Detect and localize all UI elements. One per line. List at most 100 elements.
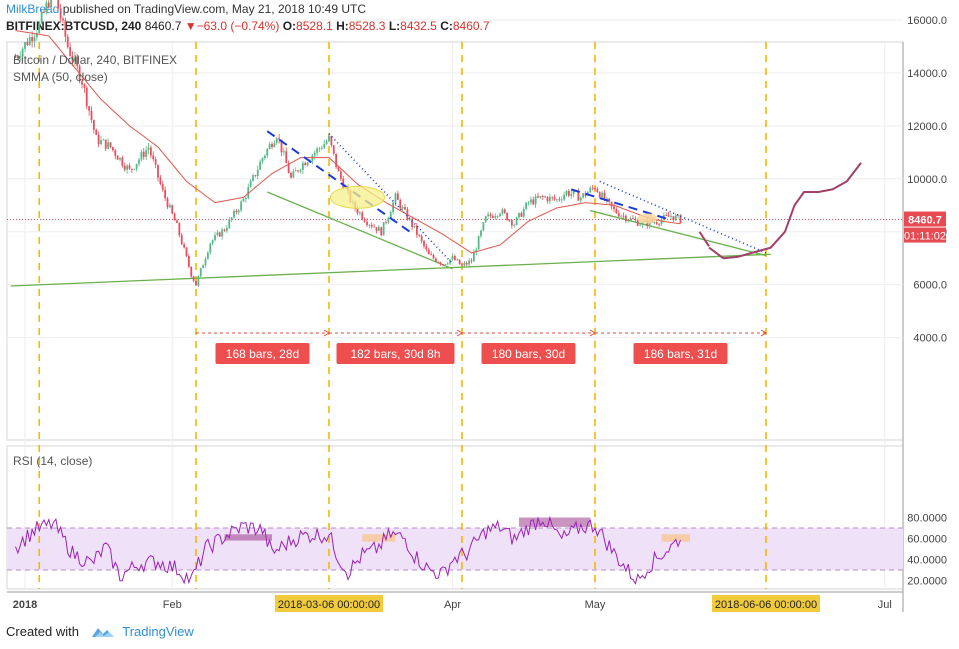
blue-dashed-trendline: [266, 130, 411, 233]
candle-body: [613, 206, 615, 210]
change-value: ▼−63.0 (−0.74%): [184, 19, 280, 33]
candle-body: [126, 165, 129, 170]
candle-body: [458, 259, 461, 265]
candle-body: [280, 139, 283, 153]
candle-body: [261, 157, 264, 162]
candle-body: [653, 222, 656, 223]
candle-body: [449, 259, 452, 264]
candle-body: [304, 163, 307, 166]
candle-body: [558, 199, 561, 201]
candle-body: [570, 194, 573, 196]
candle-body: [553, 197, 556, 200]
candle-body: [382, 222, 385, 236]
candle-body: [249, 180, 252, 188]
candle-body: [171, 205, 174, 214]
candle-body: [185, 247, 188, 257]
candle-body: [180, 235, 183, 245]
candle-body: [266, 148, 269, 156]
candle-body: [660, 219, 663, 225]
candle-body: [71, 55, 74, 62]
time-tick-label: Jul: [878, 599, 892, 611]
candle-body: [330, 136, 333, 146]
candle-body: [366, 221, 368, 226]
candle-body: [636, 220, 639, 226]
candle-body: [641, 221, 644, 225]
candle-body: [408, 218, 411, 220]
candle-body: [235, 210, 238, 213]
candle-body: [168, 205, 171, 208]
bar-count-badge: [215, 343, 310, 364]
candle-body: [677, 214, 680, 216]
candle-body: [292, 171, 295, 178]
candle-body: [254, 175, 257, 176]
candle-body: [411, 218, 414, 228]
candle-body: [506, 212, 509, 221]
rsi-zone: [519, 517, 591, 527]
candle-body: [271, 144, 273, 148]
candle-body: [577, 191, 580, 201]
candle-body: [563, 194, 566, 200]
candle-body: [399, 199, 402, 209]
candle-body: [332, 145, 335, 154]
candle-body: [157, 164, 159, 178]
candle-body: [218, 232, 221, 237]
candle-body: [183, 244, 186, 248]
candle-body: [135, 163, 138, 169]
time-tick-label: May: [585, 599, 606, 611]
tradingview-brand-link[interactable]: TradingView: [122, 624, 194, 639]
candle-body: [216, 232, 219, 236]
candle-body: [423, 240, 425, 247]
candle-body: [472, 252, 475, 262]
candle-body: [285, 151, 288, 164]
candle-body: [510, 220, 513, 226]
candle-body: [47, 2, 50, 8]
candle-body: [639, 224, 642, 226]
candle-body: [525, 202, 528, 210]
candle-body: [33, 37, 36, 42]
candle-body: [273, 143, 276, 148]
candle-body: [520, 212, 523, 217]
candle-body: [437, 261, 440, 263]
candle-body: [128, 165, 131, 169]
candle-body: [204, 258, 207, 266]
candle-body: [92, 120, 95, 130]
candle-body: [138, 159, 140, 164]
candle-body: [496, 215, 499, 217]
candle-body: [263, 155, 266, 158]
candle-body: [632, 218, 634, 220]
candle-body: [123, 165, 126, 170]
candle-body: [306, 162, 309, 166]
candle-body: [102, 139, 105, 141]
candle-body: [323, 143, 326, 149]
price-pane: [6, 41, 904, 441]
candle-body: [461, 264, 463, 266]
candle-body: [90, 110, 93, 121]
candle-body: [299, 169, 302, 172]
tradingview-logo-icon[interactable]: [91, 625, 115, 639]
candle-body: [380, 227, 383, 236]
candle-body: [197, 276, 200, 286]
candle-body: [242, 199, 245, 202]
candle-body: [598, 192, 601, 198]
candle-body: [482, 222, 485, 231]
highlighted-date-badge: [275, 595, 383, 612]
smma-legend: SMMA (50, close): [13, 70, 108, 84]
candle-body: [290, 173, 292, 178]
candle-body: [427, 249, 430, 255]
candle-body: [147, 147, 150, 151]
candle-body: [140, 151, 143, 160]
candle-body: [62, 18, 64, 21]
candle-body: [418, 234, 421, 237]
candle-body: [214, 235, 216, 241]
candle-body: [233, 210, 235, 218]
blue-dashed-trendline: [570, 188, 667, 220]
low-label: L:: [388, 19, 401, 33]
candle-body: [335, 153, 338, 168]
candle-body: [629, 218, 632, 221]
candle-body: [532, 199, 535, 205]
candle-body: [195, 280, 197, 286]
candle-body: [487, 214, 490, 217]
bar-count-badge: [633, 343, 728, 364]
candle-body: [76, 57, 79, 67]
